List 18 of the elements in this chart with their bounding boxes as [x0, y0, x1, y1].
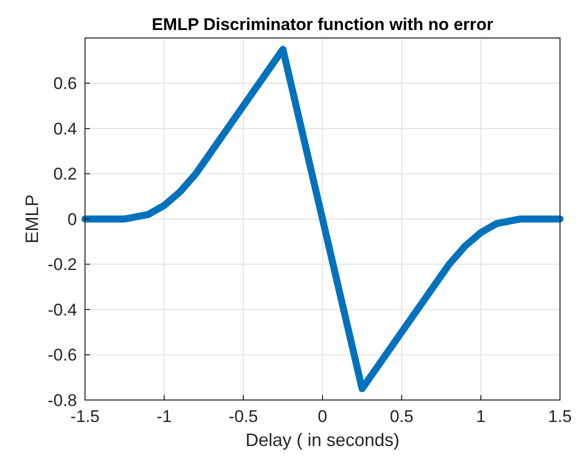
- x-tick-label: -1.5: [70, 407, 100, 426]
- y-tick-label: 0.4: [53, 119, 77, 138]
- y-tick-label: 0: [68, 210, 77, 229]
- chart-title: EMLP Discriminator function with no error: [152, 15, 494, 34]
- x-tick-label: 1.5: [548, 407, 572, 426]
- x-axis-title: Delay ( in seconds): [245, 430, 400, 450]
- y-tick-label: 0.2: [53, 164, 77, 184]
- y-tick-label: -0.2: [48, 255, 77, 274]
- x-tick-label: 1: [476, 407, 486, 426]
- y-tick-label: -0.8: [48, 390, 77, 410]
- y-tick-label: -0.6: [48, 346, 77, 365]
- y-tick-label: 0.6: [53, 74, 77, 94]
- x-tick-label: -0.5: [228, 407, 258, 426]
- x-tick-label: 0: [318, 407, 328, 426]
- x-tick-label: 0.5: [390, 407, 414, 426]
- y-tick-label: -0.4: [48, 300, 77, 320]
- x-tick-label: -1: [156, 407, 172, 426]
- y-axis-title: EMLP: [22, 194, 42, 244]
